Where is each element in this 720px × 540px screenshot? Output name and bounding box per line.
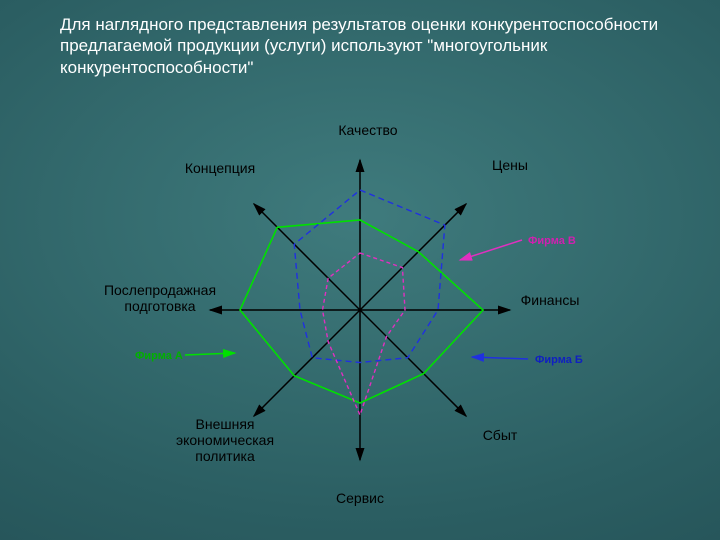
axis-label: Послепродажная подготовка bbox=[90, 282, 230, 314]
series-label: Фирма В bbox=[528, 235, 576, 247]
radar-svg bbox=[40, 100, 680, 530]
radar-chart: Качество Цены Финансы Сбыт Сервис Внешняя эко… bbox=[40, 100, 680, 530]
series-label: Фирма Б bbox=[535, 354, 583, 366]
axis-label: Внешняя экономическая политика bbox=[155, 416, 295, 464]
series-label: Фирма А bbox=[135, 350, 183, 362]
axis-label: Финансы bbox=[521, 292, 580, 308]
axis-label: Сбыт bbox=[483, 427, 518, 443]
axis-label: Сервис bbox=[336, 490, 384, 506]
axis-label: Концепция bbox=[185, 160, 255, 176]
axis-label: Цены bbox=[492, 157, 528, 173]
page-title: Для наглядного представления результатов… bbox=[60, 14, 680, 78]
axis-label: Качество bbox=[338, 122, 397, 138]
